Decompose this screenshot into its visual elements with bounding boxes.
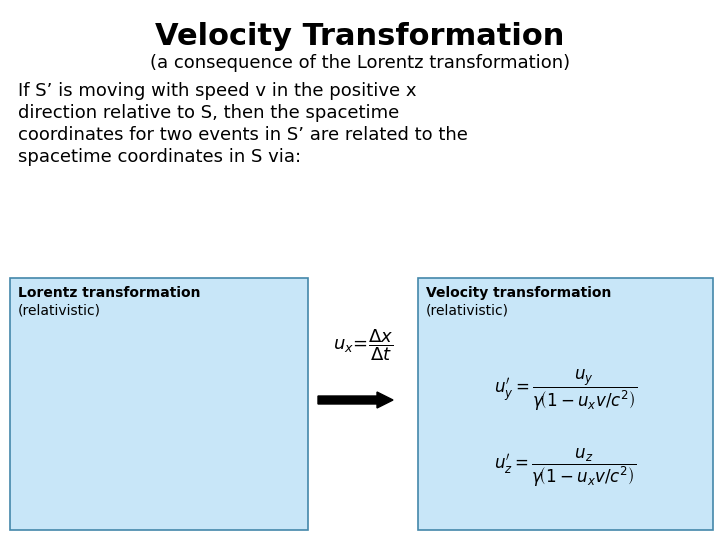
Text: Velocity Transformation: Velocity Transformation [156,22,564,51]
Text: coordinates for two events in S’ are related to the: coordinates for two events in S’ are rel… [18,126,468,144]
FancyArrow shape [318,392,393,408]
Text: $u^{\prime}_{y} = \dfrac{u_y}{\gamma\!\left(1 - u_x v/c^2\right)}$: $u^{\prime}_{y} = \dfrac{u_y}{\gamma\!\l… [494,367,637,413]
Text: $\mathit{u}_x\!=\!\dfrac{\Delta x}{\Delta t}$: $\mathit{u}_x\!=\!\dfrac{\Delta x}{\Delt… [333,327,393,363]
Text: spacetime coordinates in S via:: spacetime coordinates in S via: [18,148,301,166]
Text: direction relative to S, then the spacetime: direction relative to S, then the spacet… [18,104,400,122]
Text: (a consequence of the Lorentz transformation): (a consequence of the Lorentz transforma… [150,54,570,72]
Text: $u^{\prime}_{z} = \dfrac{u_z}{\gamma\!\left(1 - u_x v/c^2\right)}$: $u^{\prime}_{z} = \dfrac{u_z}{\gamma\!\l… [494,447,636,489]
Text: (relativistic): (relativistic) [18,304,101,318]
Text: (relativistic): (relativistic) [426,304,509,318]
Text: Velocity transformation: Velocity transformation [426,286,611,300]
Bar [418,278,713,530]
Text: Lorentz transformation: Lorentz transformation [18,286,200,300]
Text: If S’ is moving with speed v in the positive x: If S’ is moving with speed v in the posi… [18,82,416,100]
Bar [10,278,308,530]
